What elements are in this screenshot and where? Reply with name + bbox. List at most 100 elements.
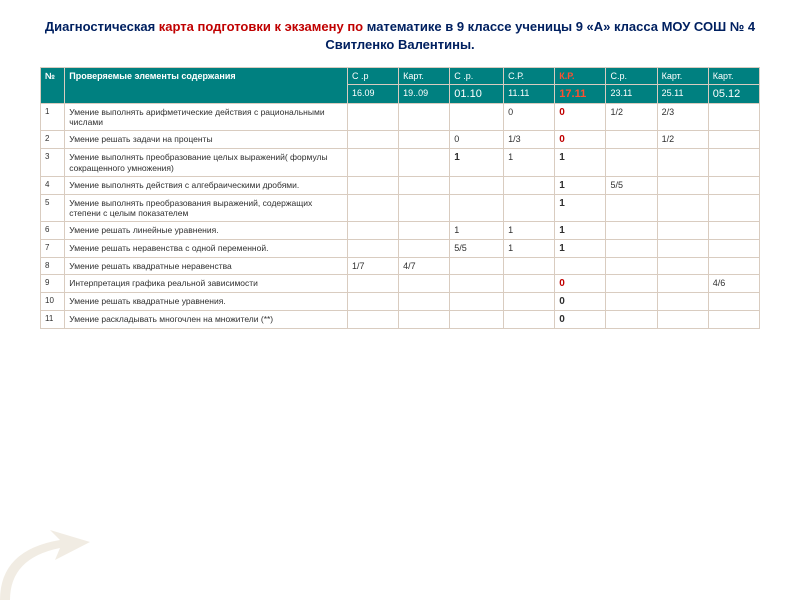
row-num: 2 — [41, 131, 65, 149]
cell — [555, 258, 606, 275]
cell — [347, 275, 398, 293]
row-desc: Умение решать квадратные неравенства — [65, 258, 348, 275]
cell — [347, 222, 398, 240]
cell — [399, 104, 450, 131]
header-date-3: 11.11 — [504, 85, 555, 104]
cell — [606, 258, 657, 275]
cell: 0 — [555, 131, 606, 149]
header-type-5: С.р. — [606, 68, 657, 85]
cell — [450, 194, 504, 221]
cell — [399, 275, 450, 293]
cell — [347, 104, 398, 131]
cell — [347, 240, 398, 258]
cell: 5/5 — [606, 176, 657, 194]
header-date-2: 01.10 — [450, 85, 504, 104]
row-num: 1 — [41, 104, 65, 131]
row-num: 10 — [41, 293, 65, 311]
cell — [606, 293, 657, 311]
cell — [399, 222, 450, 240]
corner-decoration — [0, 530, 90, 600]
row-desc: Умение выполнять преобразования выражени… — [65, 194, 348, 221]
cell — [657, 222, 708, 240]
cell — [708, 176, 759, 194]
row-desc: Умение выполнять действия с алгебраическ… — [65, 176, 348, 194]
header-desc: Проверяемые элементы содержания — [65, 68, 348, 104]
row-desc: Умение выполнять преобразование целых вы… — [65, 149, 348, 176]
row-num: 4 — [41, 176, 65, 194]
cell — [347, 311, 398, 329]
cell — [450, 176, 504, 194]
header-type-1: Карт. — [399, 68, 450, 85]
cell — [657, 149, 708, 176]
cell — [606, 275, 657, 293]
cell — [347, 176, 398, 194]
cell — [708, 194, 759, 221]
cell — [606, 194, 657, 221]
cell: 0 — [555, 104, 606, 131]
cell — [708, 149, 759, 176]
cell: 0 — [504, 104, 555, 131]
row-desc: Умение решать линейные уравнения. — [65, 222, 348, 240]
cell: 1 — [555, 149, 606, 176]
header-type-2: С .р. — [450, 68, 504, 85]
cell — [347, 131, 398, 149]
cell — [708, 293, 759, 311]
row-desc: Умение решать задачи на проценты — [65, 131, 348, 149]
cell — [504, 311, 555, 329]
row-desc: Умение выполнять арифметические действия… — [65, 104, 348, 131]
cell — [399, 149, 450, 176]
cell — [450, 311, 504, 329]
cell — [504, 194, 555, 221]
cell: 5/5 — [450, 240, 504, 258]
cell — [606, 311, 657, 329]
cell — [708, 311, 759, 329]
cell — [657, 275, 708, 293]
cell — [504, 258, 555, 275]
cell — [450, 104, 504, 131]
cell: 0 — [555, 293, 606, 311]
row-desc: Умение решать квадратные уравнения. — [65, 293, 348, 311]
header-type-6: Карт. — [657, 68, 708, 85]
cell — [399, 176, 450, 194]
cell — [708, 258, 759, 275]
header-date-0: 16.09 — [347, 85, 398, 104]
row-num: 11 — [41, 311, 65, 329]
row-num: 3 — [41, 149, 65, 176]
cell: 1 — [555, 176, 606, 194]
header-type-0: С .р — [347, 68, 398, 85]
cell — [606, 240, 657, 258]
header-num: № — [41, 68, 65, 104]
title-part1: Диагностическая — [45, 19, 159, 34]
cell — [399, 311, 450, 329]
row-num: 6 — [41, 222, 65, 240]
cell — [450, 258, 504, 275]
header-date-7: 05.12 — [708, 85, 759, 104]
cell — [657, 293, 708, 311]
cell: 4/6 — [708, 275, 759, 293]
cell: 1 — [504, 222, 555, 240]
cell — [504, 275, 555, 293]
cell — [657, 240, 708, 258]
cell: 1 — [555, 194, 606, 221]
cell: 2/3 — [657, 104, 708, 131]
cell: 1 — [555, 222, 606, 240]
title-accent: карта подготовки к экзамену по — [159, 19, 367, 34]
cell — [606, 131, 657, 149]
cell — [708, 104, 759, 131]
cell — [657, 176, 708, 194]
cell — [657, 258, 708, 275]
cell — [708, 222, 759, 240]
cell: 1/2 — [606, 104, 657, 131]
row-num: 7 — [41, 240, 65, 258]
row-desc: Умение решать неравенства с одной переме… — [65, 240, 348, 258]
row-desc: Умение раскладывать многочлен на множите… — [65, 311, 348, 329]
cell: 0 — [555, 275, 606, 293]
cell: 0 — [450, 131, 504, 149]
cell: 1/7 — [347, 258, 398, 275]
cell: 4/7 — [399, 258, 450, 275]
cell — [399, 194, 450, 221]
cell — [450, 293, 504, 311]
cell: 1 — [450, 149, 504, 176]
row-num: 5 — [41, 194, 65, 221]
cell — [347, 149, 398, 176]
